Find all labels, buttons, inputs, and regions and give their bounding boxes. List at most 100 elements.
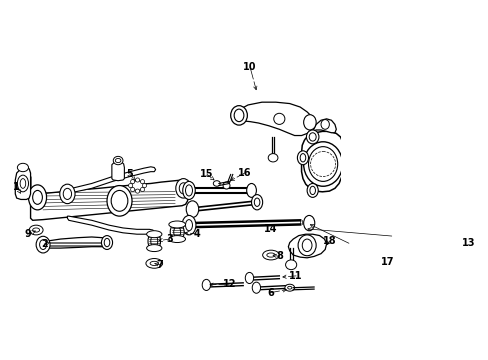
Ellipse shape bbox=[145, 258, 163, 268]
Polygon shape bbox=[31, 176, 187, 220]
Ellipse shape bbox=[33, 228, 40, 232]
Ellipse shape bbox=[320, 120, 329, 129]
Polygon shape bbox=[67, 167, 155, 193]
Ellipse shape bbox=[223, 182, 229, 189]
Ellipse shape bbox=[142, 184, 146, 188]
Ellipse shape bbox=[150, 235, 158, 247]
Ellipse shape bbox=[306, 130, 318, 144]
Text: 10: 10 bbox=[243, 62, 256, 72]
Ellipse shape bbox=[131, 181, 143, 190]
Ellipse shape bbox=[176, 179, 191, 198]
Text: 7: 7 bbox=[156, 260, 163, 270]
Polygon shape bbox=[301, 131, 343, 192]
Ellipse shape bbox=[63, 188, 71, 199]
Ellipse shape bbox=[146, 245, 162, 252]
Ellipse shape bbox=[273, 113, 285, 125]
Ellipse shape bbox=[266, 253, 275, 257]
Ellipse shape bbox=[202, 279, 210, 291]
Ellipse shape bbox=[308, 133, 316, 141]
Ellipse shape bbox=[246, 184, 256, 197]
Ellipse shape bbox=[33, 190, 42, 204]
Text: 12: 12 bbox=[222, 279, 236, 289]
Text: 13: 13 bbox=[461, 238, 474, 248]
Ellipse shape bbox=[111, 190, 127, 211]
Ellipse shape bbox=[230, 105, 247, 125]
Text: 14: 14 bbox=[264, 224, 277, 234]
Text: 3: 3 bbox=[166, 234, 173, 244]
Polygon shape bbox=[112, 163, 124, 181]
Text: 8: 8 bbox=[275, 251, 282, 261]
Ellipse shape bbox=[287, 286, 291, 289]
Ellipse shape bbox=[183, 181, 195, 199]
Ellipse shape bbox=[254, 198, 259, 206]
Ellipse shape bbox=[135, 178, 140, 182]
Ellipse shape bbox=[308, 147, 337, 181]
Polygon shape bbox=[67, 216, 154, 234]
Ellipse shape bbox=[234, 109, 244, 122]
Ellipse shape bbox=[150, 261, 158, 265]
Ellipse shape bbox=[303, 142, 342, 186]
Ellipse shape bbox=[130, 180, 135, 184]
Ellipse shape bbox=[168, 235, 185, 243]
Ellipse shape bbox=[140, 180, 144, 184]
Ellipse shape bbox=[309, 186, 315, 195]
Text: 5: 5 bbox=[126, 170, 133, 179]
Ellipse shape bbox=[104, 238, 110, 247]
Ellipse shape bbox=[60, 184, 75, 204]
Ellipse shape bbox=[306, 184, 318, 197]
Ellipse shape bbox=[179, 183, 187, 194]
Ellipse shape bbox=[186, 201, 198, 217]
Text: 16: 16 bbox=[237, 168, 251, 178]
Ellipse shape bbox=[170, 222, 184, 242]
Ellipse shape bbox=[251, 195, 262, 210]
Ellipse shape bbox=[185, 220, 192, 231]
Ellipse shape bbox=[185, 185, 192, 196]
Polygon shape bbox=[234, 102, 313, 135]
Text: 15: 15 bbox=[200, 170, 213, 179]
Polygon shape bbox=[288, 234, 326, 258]
Ellipse shape bbox=[168, 221, 185, 228]
Ellipse shape bbox=[28, 185, 46, 210]
Ellipse shape bbox=[107, 185, 132, 216]
Text: 17: 17 bbox=[380, 257, 394, 267]
Text: 4: 4 bbox=[194, 229, 200, 239]
Text: 11: 11 bbox=[289, 271, 302, 281]
Ellipse shape bbox=[182, 215, 196, 235]
Ellipse shape bbox=[146, 231, 162, 238]
Ellipse shape bbox=[115, 158, 121, 163]
Ellipse shape bbox=[252, 282, 260, 293]
Text: 18: 18 bbox=[322, 236, 335, 246]
Text: 2: 2 bbox=[41, 239, 48, 249]
Ellipse shape bbox=[40, 240, 46, 249]
Ellipse shape bbox=[285, 260, 296, 270]
Ellipse shape bbox=[173, 226, 180, 238]
Ellipse shape bbox=[303, 115, 316, 130]
Ellipse shape bbox=[267, 154, 277, 162]
Ellipse shape bbox=[18, 163, 28, 172]
Ellipse shape bbox=[140, 188, 144, 192]
Polygon shape bbox=[15, 167, 31, 199]
Ellipse shape bbox=[113, 156, 123, 165]
Ellipse shape bbox=[128, 184, 132, 188]
Ellipse shape bbox=[148, 231, 160, 251]
Ellipse shape bbox=[101, 235, 112, 249]
Text: 6: 6 bbox=[267, 288, 274, 298]
Ellipse shape bbox=[18, 175, 28, 192]
Ellipse shape bbox=[20, 179, 26, 188]
Text: 1: 1 bbox=[13, 182, 20, 192]
Polygon shape bbox=[43, 237, 107, 248]
Ellipse shape bbox=[262, 250, 279, 260]
Ellipse shape bbox=[297, 151, 308, 165]
Ellipse shape bbox=[303, 215, 314, 231]
Ellipse shape bbox=[36, 236, 50, 253]
Ellipse shape bbox=[298, 235, 316, 256]
Ellipse shape bbox=[245, 273, 253, 284]
Ellipse shape bbox=[213, 181, 220, 186]
Ellipse shape bbox=[302, 239, 311, 252]
Ellipse shape bbox=[135, 189, 140, 193]
Text: 9: 9 bbox=[24, 229, 31, 239]
Ellipse shape bbox=[29, 225, 43, 235]
Polygon shape bbox=[312, 119, 336, 133]
Ellipse shape bbox=[130, 188, 135, 192]
Ellipse shape bbox=[300, 154, 305, 162]
